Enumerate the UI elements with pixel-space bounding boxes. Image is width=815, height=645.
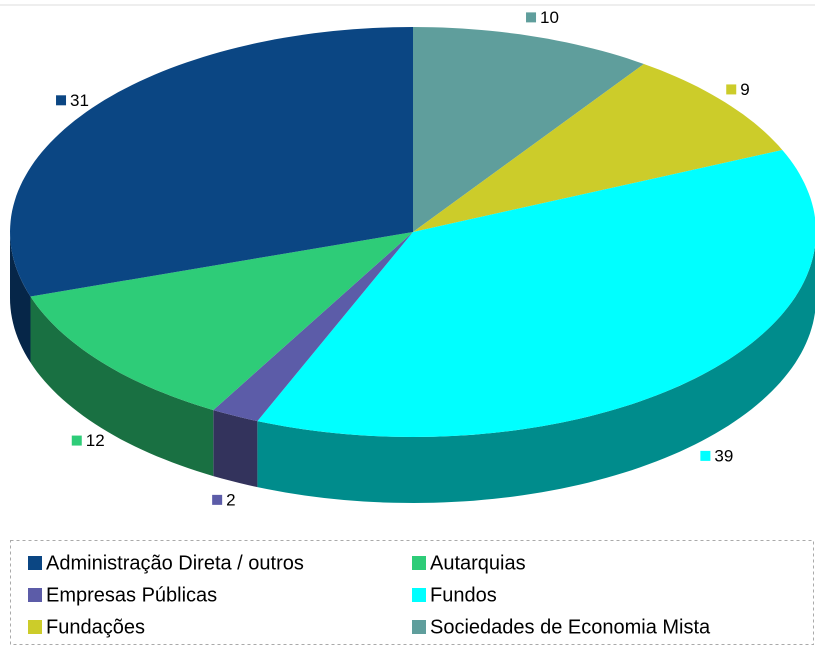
- data-label: 31: [70, 91, 89, 110]
- data-label: 2: [226, 490, 235, 509]
- legend-label: Fundos: [430, 584, 497, 606]
- legend-label: Sociedades de Economia Mista: [430, 616, 711, 638]
- pie-slice: [413, 64, 783, 232]
- data-label: 39: [714, 446, 733, 465]
- legend-swatch: [412, 556, 426, 570]
- data-label: 9: [740, 80, 749, 99]
- data-label: 10: [540, 8, 559, 27]
- label-marker: [726, 84, 737, 95]
- pie-slice: [257, 150, 815, 437]
- label-marker: [212, 494, 223, 505]
- legend-swatch: [28, 620, 42, 634]
- legend-label: Administração Direta / outros: [46, 552, 304, 574]
- legend-swatch: [28, 588, 42, 602]
- data-label: 12: [86, 431, 105, 450]
- legend-label: Fundações: [46, 616, 145, 638]
- label-marker: [526, 12, 537, 23]
- pie-slice: [413, 27, 644, 232]
- legend-swatch: [28, 556, 42, 570]
- label-marker: [71, 435, 82, 446]
- pie-side: [213, 410, 258, 488]
- legend-label: Autarquias: [430, 552, 526, 574]
- pie-slice: [30, 232, 413, 411]
- legend-label: Empresas Públicas: [46, 584, 217, 606]
- label-marker: [56, 95, 67, 106]
- pie-side: [10, 232, 31, 363]
- pie-side: [257, 246, 815, 503]
- pie-slice: [213, 232, 413, 422]
- pie-side: [30, 296, 214, 477]
- legend-swatch: [412, 620, 426, 634]
- label-marker: [700, 450, 711, 461]
- pie-slice: [10, 27, 413, 297]
- legend-swatch: [412, 588, 426, 602]
